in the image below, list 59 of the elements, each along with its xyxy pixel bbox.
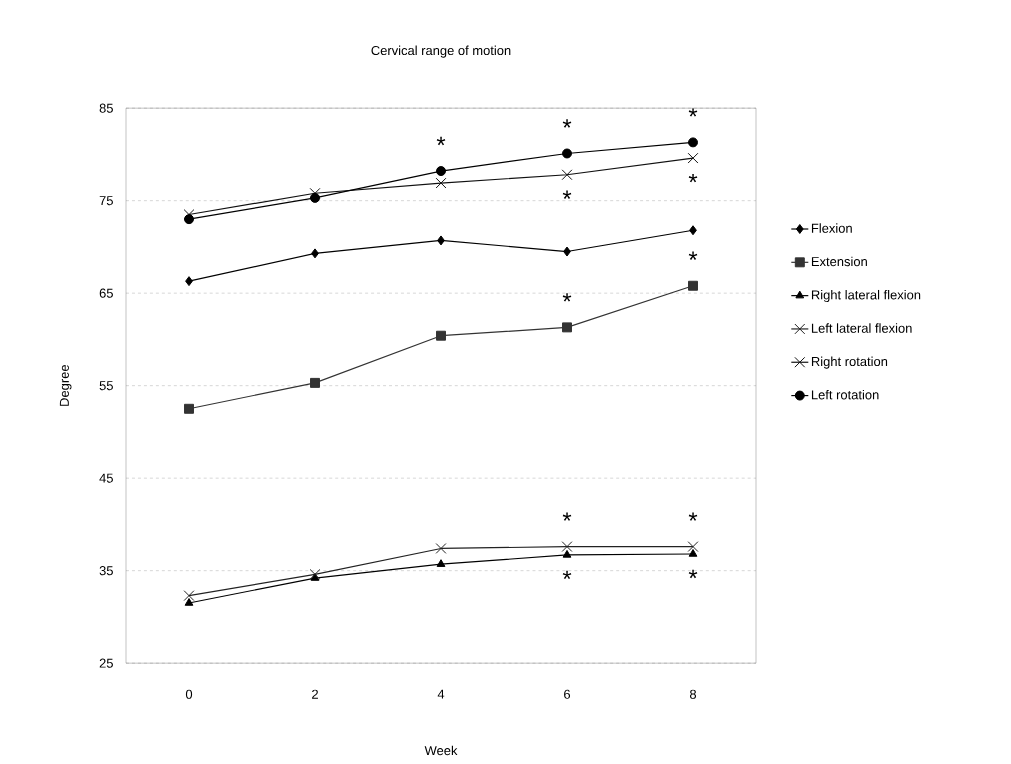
x-tick-label: 4 (437, 689, 445, 699)
annotation: * (562, 512, 572, 521)
legend-label: Right lateral flexion (811, 289, 921, 303)
annotation: * (436, 136, 446, 146)
y-tick-label: 55 (99, 381, 113, 391)
point (309, 568, 321, 580)
point (562, 148, 572, 159)
x-tick-label: 6 (564, 689, 571, 699)
annotation: * (562, 570, 572, 580)
point (687, 152, 699, 164)
point (563, 246, 571, 257)
x-axis-title: Week (424, 745, 458, 756)
point (183, 590, 195, 602)
x-tick-label: 8 (689, 689, 697, 699)
point (435, 177, 447, 189)
point (436, 330, 446, 341)
point (310, 377, 320, 388)
y-tick-label: 35 (99, 566, 113, 576)
point (184, 598, 194, 606)
point (310, 192, 320, 203)
annotation: * (688, 251, 698, 260)
point (562, 322, 572, 333)
annotation: * (688, 512, 698, 521)
point (561, 541, 573, 553)
legend-label: Extension (811, 256, 867, 267)
point (562, 549, 572, 558)
annotation: * (688, 108, 698, 117)
legend-label: Left lateral flexion (811, 323, 912, 333)
point (688, 280, 698, 291)
point (436, 559, 446, 567)
chart-title: Cervical range of motion (371, 45, 511, 58)
point (689, 225, 697, 236)
point (184, 214, 194, 225)
y-tick-label: 65 (99, 288, 113, 298)
legend-label: Left rotation (811, 389, 879, 400)
x-tick-label: 2 (312, 689, 318, 699)
y-tick-label: 85 (99, 103, 113, 113)
legend-label: Flexion (811, 223, 852, 233)
point (688, 549, 698, 557)
point (687, 541, 699, 553)
point (437, 235, 445, 246)
legend-label: Right rotation (811, 356, 888, 369)
y-tick-label: 25 (99, 658, 113, 668)
y-tick-label: 75 (99, 196, 113, 206)
annotation: * (562, 119, 572, 128)
point (436, 166, 446, 177)
point (561, 169, 573, 181)
annotation: * (562, 293, 572, 302)
point (185, 276, 193, 287)
point (688, 137, 698, 148)
point (311, 248, 319, 259)
y-tick-label: 45 (99, 473, 113, 483)
annotation: * (688, 173, 698, 183)
y-axis-title: Degree (59, 365, 72, 406)
annotation: * (562, 190, 572, 199)
annotation: * (688, 569, 698, 579)
x-tick-label: 0 (185, 689, 193, 699)
point (184, 403, 194, 414)
point (435, 543, 447, 554)
